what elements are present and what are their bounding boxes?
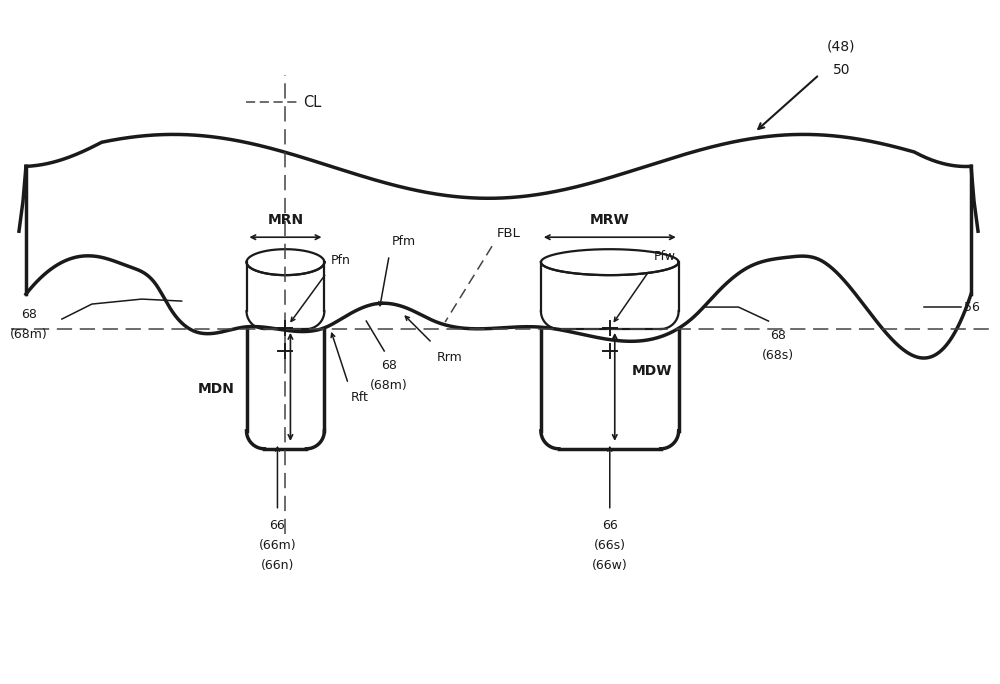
Text: Rrm: Rrm xyxy=(437,351,463,364)
Text: 66: 66 xyxy=(270,518,285,531)
Text: Rft: Rft xyxy=(350,391,368,404)
Text: (48): (48) xyxy=(827,40,856,53)
Text: MDN: MDN xyxy=(198,382,235,396)
Text: 68: 68 xyxy=(381,359,397,372)
Text: (68m): (68m) xyxy=(370,379,408,392)
Text: 50: 50 xyxy=(833,62,850,77)
Text: 56: 56 xyxy=(964,300,980,313)
Text: MDW: MDW xyxy=(632,364,672,378)
Text: MRN: MRN xyxy=(267,213,303,227)
Text: Pfn: Pfn xyxy=(330,254,350,267)
Text: (66s): (66s) xyxy=(594,538,626,551)
Text: Pfm: Pfm xyxy=(392,235,416,248)
Text: 68: 68 xyxy=(21,308,37,321)
Text: 68: 68 xyxy=(770,329,786,342)
Text: CL: CL xyxy=(303,95,322,110)
Text: (68m): (68m) xyxy=(10,328,48,341)
Text: MRW: MRW xyxy=(590,213,630,227)
Text: (66w): (66w) xyxy=(592,559,628,572)
Text: (68s): (68s) xyxy=(762,349,794,362)
Text: (66m): (66m) xyxy=(259,538,296,551)
Text: Pfw: Pfw xyxy=(654,250,676,263)
Text: 66: 66 xyxy=(602,518,618,531)
Text: (66n): (66n) xyxy=(261,559,294,572)
Text: FBL: FBL xyxy=(497,227,521,240)
